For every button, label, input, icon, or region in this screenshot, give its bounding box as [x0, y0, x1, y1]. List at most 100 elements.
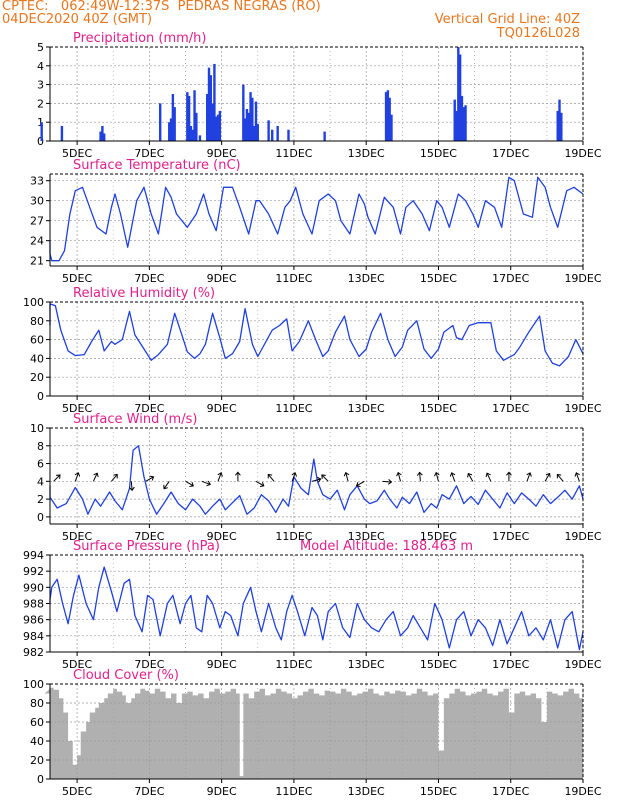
wind-arrow-shaft	[267, 474, 275, 482]
wind-arrow-head	[113, 473, 118, 479]
wind-arrow	[111, 473, 118, 482]
precip-bar	[247, 112, 250, 141]
wind-arrow-head	[545, 472, 551, 478]
wind-arrow-shaft	[130, 481, 133, 491]
wind-arrow-head	[235, 471, 241, 476]
y-tick-label: 2	[37, 493, 44, 506]
wind-arrow-shaft	[185, 480, 194, 487]
wind-arrow-head	[396, 471, 402, 477]
wind-arrow	[467, 472, 474, 482]
x-tick-label: 17DEC	[492, 402, 529, 415]
precip-bar	[276, 125, 279, 141]
wind-arrow-shaft	[356, 480, 365, 487]
y-tick-label: 992	[23, 565, 44, 578]
precip-bar	[103, 133, 106, 141]
precip-bar	[60, 125, 64, 141]
wind-arrow-head	[56, 474, 61, 479]
wind-arrow-head	[128, 486, 135, 492]
chart-header-grid-info: Vertical Grid Line: 40Z	[434, 12, 580, 27]
wind-arrow-shaft	[467, 473, 474, 482]
wind-arrow-head	[93, 472, 99, 478]
wind-arrow-shaft	[382, 480, 392, 483]
precip-bar	[464, 105, 467, 141]
wind-arrow-head	[267, 473, 273, 479]
cloud-cover-area	[44, 687, 584, 779]
wind-arrow-shaft	[255, 480, 265, 487]
y-tick-label: 4	[37, 475, 44, 488]
y-tick-label: 4	[37, 60, 44, 73]
wind-arrow-head	[526, 472, 532, 477]
wind-arrow-shaft	[486, 472, 492, 482]
rh-series-line	[49, 303, 584, 367]
wind-arrow-head	[485, 472, 491, 478]
x-tick-label: 15DEC	[420, 402, 457, 415]
precip-bar	[458, 54, 462, 141]
wind-arrow	[255, 480, 265, 487]
wind-arrow	[396, 471, 402, 482]
y-tick-label: 60	[30, 334, 44, 347]
wind-arrow	[434, 471, 440, 482]
y-tick-label: 24	[30, 235, 44, 248]
precip-bar	[40, 122, 43, 141]
x-tick-label: 9DEC	[207, 530, 237, 543]
x-tick-label: 15DEC	[420, 785, 457, 798]
precip-bar	[287, 129, 290, 141]
wind-arrow-head	[416, 471, 423, 476]
wind-arrow-shaft	[311, 478, 321, 482]
wind-arrow	[574, 472, 580, 482]
y-tick-label: 10	[30, 422, 44, 435]
x-tick-label: 19DEC	[564, 402, 601, 415]
x-tick-label: 11DEC	[275, 272, 312, 285]
precip-bar	[256, 124, 259, 141]
precip-bar	[211, 103, 214, 141]
wind-arrow-head	[149, 475, 155, 481]
y-tick-label: 984	[23, 630, 44, 643]
precip-bar	[213, 63, 216, 141]
wind-arrow	[355, 480, 365, 487]
precip-bar	[460, 95, 464, 141]
x-tick-label: 9DEC	[207, 402, 237, 415]
wind-arrow-shaft	[201, 480, 211, 485]
panel-title: Cloud Cover (%)	[73, 668, 179, 683]
x-tick-label: 7DEC	[134, 530, 164, 543]
wind-arrow-head	[259, 481, 265, 487]
x-tick-label: 9DEC	[207, 272, 237, 285]
precip-bar	[168, 122, 171, 141]
chart-header-date: 04DEC2020 40Z (GMT)	[2, 12, 153, 27]
precip-bar	[455, 110, 458, 141]
wind-arrow-head	[556, 473, 562, 479]
x-tick-label: 15DEC	[420, 658, 457, 671]
wind-arrow	[128, 481, 135, 492]
panel-title: Surface Wind (m/s)	[73, 412, 197, 427]
y-tick-label: 80	[30, 315, 44, 328]
x-tick-label: 7DEC	[134, 147, 164, 160]
wind-arrow-shaft	[217, 472, 222, 482]
x-tick-label: 17DEC	[492, 147, 529, 160]
precip-bar	[99, 131, 102, 141]
y-tick-label: 988	[23, 598, 44, 611]
y-tick-label: 40	[30, 735, 44, 748]
x-tick-label: 7DEC	[134, 402, 164, 415]
y-tick-label: 33	[30, 175, 44, 188]
wind-panel: 0 2 4 6 8 10 5DEC 7DEC 9DEC 11DEC 13DEC 15DEC 17DEC 1…	[30, 412, 602, 543]
x-tick-label: 13DEC	[348, 147, 385, 160]
temp-panel: 21 24 27 30 33 5DEC 7DEC 9DEC 11DEC 13DEC 15DEC 17D…	[30, 158, 602, 285]
x-tick-label: 19DEC	[564, 785, 601, 798]
wind-arrow-shaft	[145, 476, 154, 482]
precip-bar	[386, 90, 390, 141]
wind-arrow-shaft	[92, 472, 98, 482]
wind-arrow	[485, 472, 492, 482]
wind-arrow	[235, 471, 241, 482]
precip-panel: 0123455DEC7DEC9DEC11DEC13DEC15DEC17DEC19…	[37, 31, 602, 160]
precip-bar	[173, 107, 176, 141]
wind-arrow-shaft	[397, 472, 401, 482]
precip-bar	[457, 47, 460, 141]
wind-arrow	[544, 472, 551, 482]
wind-arrow	[163, 481, 170, 490]
wind-series-line	[49, 445, 584, 515]
y-tick-label: 3	[37, 79, 44, 92]
x-tick-label: 11DEC	[275, 658, 312, 671]
wind-arrow-head	[467, 472, 473, 478]
panel-title: Surface Pressure (hPa)	[73, 539, 220, 554]
wind-arrow-shaft	[345, 472, 349, 482]
